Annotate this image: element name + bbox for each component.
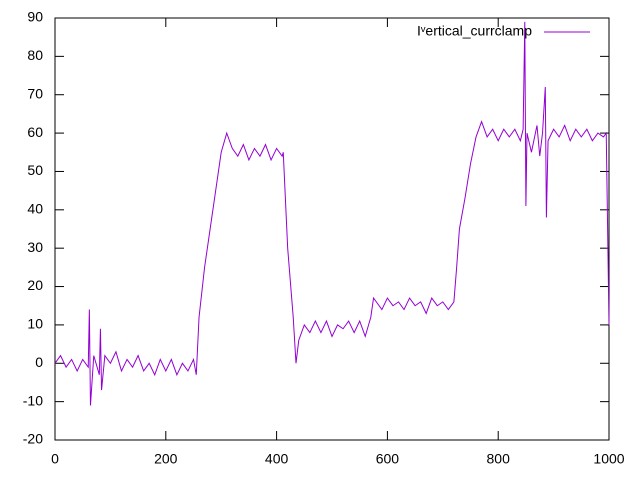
x-tick-label: 1000 (593, 451, 624, 467)
y-tick-label: 10 (27, 316, 43, 332)
y-tick-label: 40 (27, 201, 43, 217)
y-tick-label: 80 (27, 47, 43, 63)
y-tick-label: 60 (27, 124, 43, 140)
y-tick-label: 30 (27, 239, 43, 255)
data-line (54, 21, 610, 406)
x-tick-label: 800 (487, 451, 511, 467)
plot-border (54, 17, 610, 441)
x-tick-label: 200 (154, 451, 178, 467)
y-tick-label: 20 (27, 277, 43, 293)
legend-label: Iᵛertical_currclamp (417, 23, 532, 39)
x-tick-label: 600 (376, 451, 400, 467)
x-tick-label: 400 (265, 451, 289, 467)
y-tick-label: 0 (35, 354, 43, 370)
y-tick-label: 70 (27, 85, 43, 101)
y-tick-label: -20 (23, 431, 43, 447)
x-tick-label: 0 (51, 451, 59, 467)
y-tick-label: -10 (23, 392, 43, 408)
y-tick-label: 90 (27, 9, 43, 25)
y-tick-label: 50 (27, 162, 43, 178)
